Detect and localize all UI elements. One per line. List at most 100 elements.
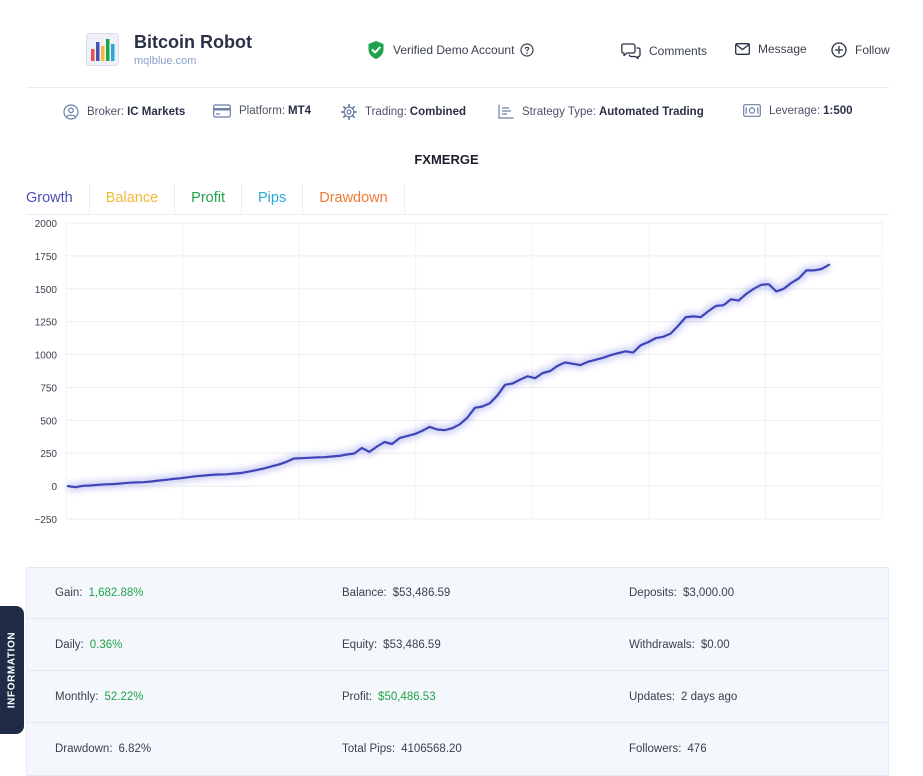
stat-balance: Balance: $53,486.59 [342,568,450,618]
verified-label: Verified Demo Account [393,43,515,57]
platform-label: Platform: [239,105,286,117]
tab-balance[interactable]: Balance [90,184,176,214]
trading-info: Trading: Combined [341,104,466,120]
tab-pips[interactable]: Pips [242,184,304,214]
user-circle-icon [63,104,79,120]
stat-label: Profit: [342,691,373,703]
y-tick-label: 1750 [35,252,58,263]
comments-icon [621,43,641,59]
comments-label: Comments [649,43,708,58]
y-tick-label: 500 [40,416,57,427]
stat-value: 1,682.88% [88,587,144,599]
stats-row: Daily: 0.36% Equity: $53,486.59 Withdrawals:… [27,620,888,671]
stat-value: 2 days ago [681,691,738,703]
stat-total-pips: Total Pips: 4106568.20 [342,724,462,774]
stat-label: Daily: [55,639,84,651]
y-tick-label: −250 [34,515,57,526]
follow-button[interactable]: Follow [831,42,890,58]
trading-value: Combined [409,106,466,118]
stat-gain: Gain: 1,682.88% [55,568,144,618]
y-tick-label: 1000 [35,351,58,362]
chart-title: FXMERGE [414,152,479,167]
plus-circle-icon [831,42,847,58]
stat-equity: Equity: $53,486.59 [342,620,441,670]
follow-label: Follow [855,43,890,57]
stat-label: Drawdown: [55,743,113,755]
strategy-info: Strategy Type: Automated Trading [498,104,704,119]
stat-value: $3,000.00 [682,587,735,599]
bar-chart-logo-icon [86,33,119,66]
stat-label: Monthly: [55,691,99,703]
message-button[interactable]: Message [735,42,807,56]
stat-label: Deposits: [629,587,677,599]
y-tick-label: 750 [40,383,57,394]
stat-value: 476 [687,743,707,755]
stat-label: Followers: [629,743,682,755]
brand-name: Bitcoin Robot [134,32,252,52]
leverage-label: Leverage: [769,104,821,117]
gear-icon [341,104,357,120]
broker-value: IC Markets [127,106,186,118]
account-stats-panel: Gain: 1,682.88% Balance: $53,486.59 Deposits… [26,567,889,776]
stat-label: Balance: [342,587,387,599]
stat-value: $50,486.53 [378,691,436,703]
growth-line-chart[interactable]: 2000 1750 1500 1250 1000 750 500 250 0 −250 [0,214,900,534]
stat-label: Total Pips: [342,743,396,755]
envelope-icon [735,43,750,55]
stat-monthly: Monthly: 52.22% [55,672,143,722]
bar-list-icon [498,104,514,119]
stat-drawdown: Drawdown: 6.82% [55,724,151,774]
platform-value: MT4 [288,105,312,117]
stats-row: Drawdown: 6.82% Total Pips: 4106568.20 Follo… [27,724,888,775]
growth-series-line[interactable] [66,263,831,489]
information-label: INFORMATION [6,631,18,709]
tab-drawdown[interactable]: Drawdown [303,184,405,214]
tab-profit[interactable]: Profit [175,184,242,214]
verified-shield-icon [368,41,384,59]
chart-tabs: Growth Balance Profit Pips Drawdown [26,184,405,214]
stat-value: $53,486.59 [392,587,451,599]
y-tick-label: 250 [40,449,57,460]
information-side-tab[interactable]: INFORMATION [0,606,24,734]
stat-daily: Daily: 0.36% [55,620,122,670]
brand-url[interactable]: mqlblue.com [134,55,197,67]
stat-followers: Followers: 476 [629,724,707,774]
trading-label: Trading: [365,106,407,118]
brand[interactable]: Bitcoin Robot mqlblue.com [86,32,252,67]
y-tick-label: 1500 [35,285,58,296]
stats-row: Monthly: 52.22% Profit: $50,486.53 Updates: 2… [27,672,888,723]
y-tick-label: 1250 [35,318,58,329]
stat-profit: Profit: $50,486.53 [342,672,436,722]
page-header: Bitcoin Robot mqlblue.com Verified Demo … [0,0,923,88]
stat-value: 4106568.20 [401,743,462,755]
help-icon[interactable] [520,43,535,57]
account-info-bar: Broker: IC Markets Platform: MT4 Trading… [0,104,923,124]
broker-label: Broker: [87,106,125,118]
stat-value: 0.36% [89,639,123,651]
leverage-info: Leverage: 1:500 [743,104,853,117]
y-tick-label: 0 [51,482,57,493]
leverage-value: 1:500 [823,104,853,117]
tab-growth[interactable]: Growth [26,184,90,214]
stat-value: $53,486.59 [383,639,441,651]
banknote-icon [743,104,761,117]
stat-updates: Updates: 2 days ago [629,672,737,722]
stat-value: 52.22% [104,691,144,703]
stats-row: Gain: 1,682.88% Balance: $53,486.59 Deposits… [27,568,888,619]
stat-label: Updates: [629,691,676,703]
broker-info: Broker: IC Markets [63,104,185,120]
stat-withdrawals: Withdrawals: $0.00 [629,620,730,670]
header-divider [27,87,889,88]
strategy-label: Strategy Type: [522,105,596,118]
stat-label: Withdrawals: [629,639,695,651]
strategy-value: Automated Trading [598,105,704,118]
y-tick-label: 2000 [35,219,58,230]
comments-button[interactable]: Comments [621,42,707,59]
stat-deposits: Deposits: $3,000.00 [629,568,734,618]
stat-value: 6.82% [118,743,152,755]
verified-badge: Verified Demo Account [367,40,535,60]
stat-label: Equity: [342,639,378,651]
message-label: Message [758,42,807,56]
stat-value: $0.00 [700,639,730,651]
stat-label: Gain: [55,587,83,599]
